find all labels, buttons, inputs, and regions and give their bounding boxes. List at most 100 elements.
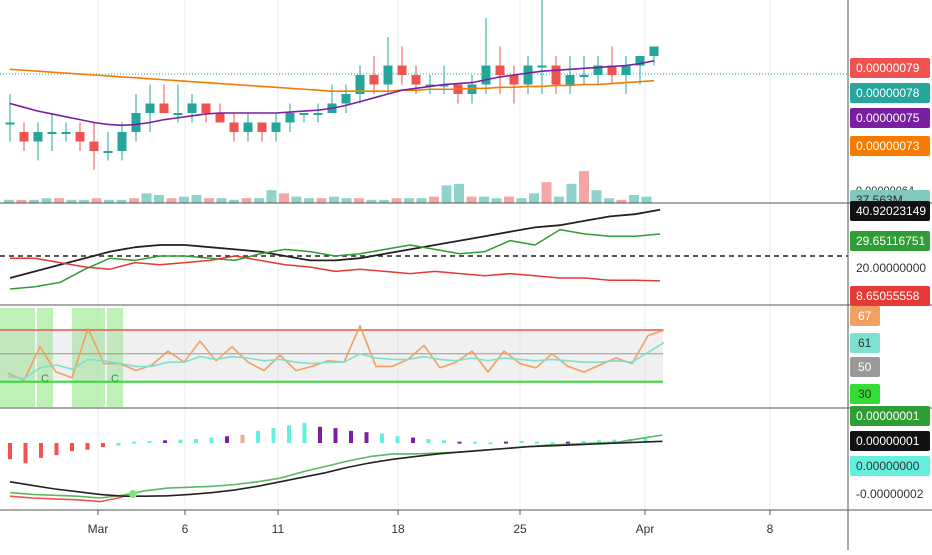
candle-body: [159, 103, 169, 113]
volume-bar: [116, 199, 127, 203]
volume-bar: [366, 199, 377, 203]
x-tick-label: 25: [513, 522, 527, 536]
candle-body: [89, 141, 99, 151]
volume-bar: [454, 183, 464, 203]
macd-histogram-bar: [597, 440, 601, 443]
candle-body: [75, 132, 85, 142]
candle-body: [397, 65, 407, 75]
adx-line: [9, 208, 661, 279]
di-plus-tag-bg: [850, 231, 930, 251]
candle-body: [649, 46, 659, 56]
price-scale-panel: 0.00000079 0.00000078 0.00000075 0.00000073…: [850, 58, 930, 501]
macd-histogram-bar: [209, 437, 214, 443]
zone-marker-label: C: [41, 373, 49, 385]
macd-histogram-bar: [132, 441, 136, 444]
volume-bar: [529, 193, 539, 203]
macd-histogram-bar: [70, 443, 74, 452]
volume-bar: [516, 198, 527, 203]
candle-body: [551, 65, 561, 85]
rsi-upper-tag: 67: [858, 309, 872, 323]
volume-bar: [404, 198, 414, 203]
candle-body: [201, 103, 211, 113]
adx-tag: 40.92023149: [856, 204, 926, 218]
candle-body: [565, 75, 575, 85]
macd-histogram-bar: [612, 439, 617, 443]
candle-body: [229, 122, 239, 132]
volume-bar: [391, 198, 402, 203]
x-tick-label: 18: [391, 522, 405, 536]
price-panel[interactable]: [4, 0, 659, 203]
volume-bar: [491, 198, 502, 203]
macd-histogram-bar: [39, 443, 43, 458]
adx-tag-bg: [850, 201, 930, 221]
ma-fast-line: [9, 59, 655, 127]
candle-body: [383, 65, 393, 85]
di-minus-tag-bg: [850, 286, 930, 306]
rsi-lower-tag: 30: [858, 387, 872, 401]
macd-histogram-bar: [302, 422, 307, 443]
candle-body: [47, 132, 57, 134]
x-tick-label: Apr: [636, 522, 655, 536]
candle-body: [257, 122, 267, 132]
adx-panel[interactable]: [9, 208, 661, 290]
reference-lines: [0, 73, 848, 257]
macd-histogram-bar: [349, 430, 353, 443]
volume-bar: [204, 198, 214, 203]
volume-bar: [354, 198, 364, 203]
macd-histogram-bar: [101, 443, 105, 448]
macd-histogram-bar: [287, 425, 291, 443]
volume-bar: [629, 195, 639, 203]
macd-histogram-bar: [333, 428, 338, 443]
volume-bar: [16, 199, 27, 203]
volume-bar: [579, 171, 589, 203]
volume-bar: [254, 198, 264, 203]
volume-bar: [316, 198, 327, 203]
candle-body: [509, 75, 519, 85]
rsi-lower-tag-bg: [850, 384, 880, 404]
volume-bar: [29, 199, 39, 203]
rsi-band: [0, 330, 663, 382]
volume-bar: [41, 198, 52, 203]
macd-histogram-bar: [426, 438, 431, 443]
macd-histogram-bar: [442, 440, 446, 443]
oversold-zone: [0, 308, 35, 407]
candle-body: [33, 132, 43, 142]
candle-body: [215, 113, 225, 123]
candle-body: [313, 113, 323, 115]
macd-neg-label: -0.00000002: [856, 487, 924, 501]
di_plus-line: [9, 228, 661, 290]
volume-bar: [91, 198, 102, 203]
macd-panel[interactable]: [8, 422, 663, 503]
candle-body: [243, 122, 253, 132]
zone-marker-label: C: [111, 373, 119, 385]
volume-bar: [191, 195, 202, 203]
candle-body: [145, 103, 155, 113]
macd-histogram-bar: [364, 432, 369, 443]
price-current-tag-bg: [850, 58, 930, 78]
x-tick-label: 8: [767, 522, 774, 536]
volume-bar: [216, 198, 227, 203]
volume-bar: [279, 193, 289, 203]
di-plus-tag: 29.65116751: [856, 234, 926, 248]
macd-histogram-bar: [178, 439, 183, 443]
ma-fast-tag-bg: [850, 83, 930, 103]
macd-histogram-bar: [380, 433, 384, 443]
oversold-zone: [72, 308, 105, 407]
macd-histogram-bar: [457, 441, 462, 444]
volume-bar: [154, 195, 164, 203]
gridlines: [97, 0, 771, 510]
volume-bar: [66, 199, 77, 203]
candle-body: [495, 65, 505, 75]
macd-histogram-bar: [318, 426, 322, 443]
macd-histogram-bar: [504, 441, 508, 444]
candle-body: [341, 94, 351, 104]
x-axis: Mar 6 11 18 25 Apr 8: [88, 510, 774, 536]
macd-histogram-bar: [54, 443, 59, 456]
rsi-upper-tag-bg: [850, 306, 880, 326]
macd_red-line: [9, 495, 123, 503]
volume-bar: [291, 196, 302, 203]
candle-body: [439, 84, 449, 87]
